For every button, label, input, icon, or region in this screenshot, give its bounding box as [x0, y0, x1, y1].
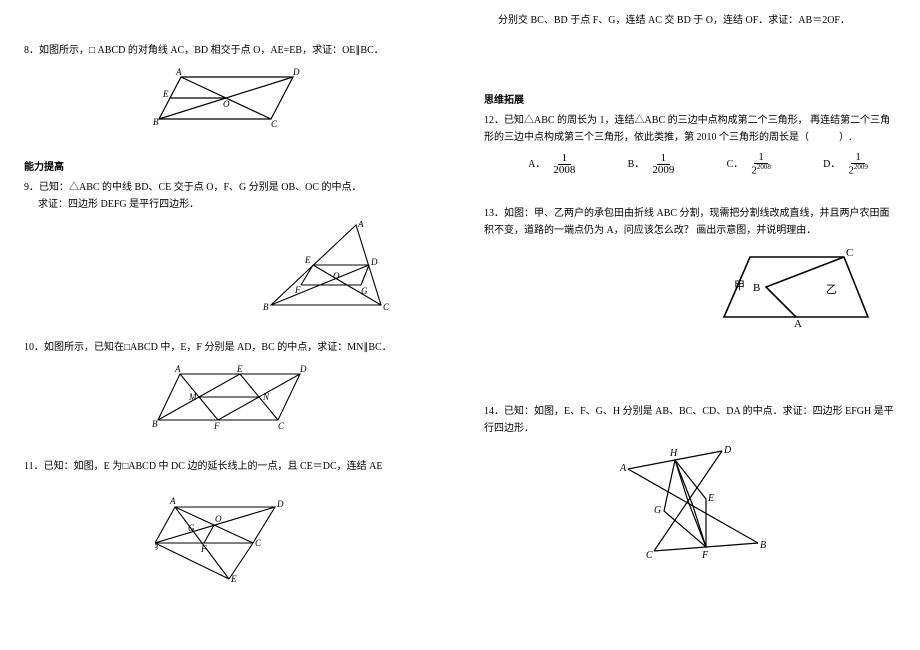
problem-13-figure: C B A 甲 乙 [484, 247, 896, 333]
right-column: 分别交 BC、BD 于点 F、G，连结 AC 交 BD 于 O，连结 OF．求证… [460, 0, 920, 650]
svg-text:G: G [361, 286, 368, 296]
svg-text:F: F [213, 421, 220, 431]
svg-text:F: F [701, 550, 709, 561]
svg-text:B: B [152, 419, 158, 429]
svg-text:O: O [215, 514, 222, 524]
option-a-label: A． [528, 156, 545, 173]
svg-text:O: O [223, 99, 230, 109]
problem-14-figure: A B C D E F G H [484, 443, 896, 569]
problem-11-cont: 分别交 BC、BD 于点 F、G，连结 AC 交 BD 于 O，连结 OF．求证… [484, 12, 896, 29]
problem-10-text: 10．如图所示，已知在□ABCD 中，E，F 分别是 AD，BC 的中点，求证：… [24, 339, 436, 356]
svg-text:A: A [619, 463, 627, 474]
svg-text:B: B [263, 302, 269, 312]
svg-text:D: D [723, 445, 732, 456]
left-column: 8．如图所示，□ ABCD 的对角线 AC，BD 相交于点 O，AE=EB，求证… [0, 0, 460, 650]
svg-text:O: O [333, 271, 340, 281]
svg-text:B: B [753, 282, 760, 294]
svg-text:G: G [188, 523, 195, 533]
option-b: B． 12009 [628, 153, 679, 176]
problem-11-text: 11．已知：如图，E 为□ABCD 中 DC 边的延长线上的一点，且 CE＝DC… [24, 458, 436, 475]
svg-text:E: E [707, 493, 714, 504]
option-b-label: B． [628, 156, 645, 173]
svg-text:C: C [846, 247, 853, 259]
svg-text:C: C [271, 119, 278, 129]
svg-text:A: A [174, 364, 181, 374]
svg-text:E: E [230, 574, 237, 583]
svg-text:乙: 乙 [826, 283, 837, 296]
svg-text:A: A [169, 496, 176, 506]
svg-text:D: D [299, 364, 307, 374]
problem-12: 12．已知△ABC 的周长为 1，连结△ABC 的三边中点构成第二个三角形， 再… [484, 112, 896, 177]
svg-text:D: D [292, 67, 300, 77]
section-ability-title: 能力提高 [24, 158, 436, 173]
svg-text:D: D [276, 499, 284, 509]
svg-text:F: F [200, 544, 207, 554]
problem-12-options: A． 12008 B． 12009 C． 122008 D． 122009 [504, 152, 896, 177]
svg-text:G: G [654, 505, 661, 516]
svg-text:C: C [255, 538, 262, 548]
problem-9-line1: 9．已知：△ABC 的中线 BD、CE 交于点 O，F、G 分别是 OB、OC … [24, 179, 436, 196]
option-c: C． 122008 [727, 152, 775, 177]
svg-text:N: N [262, 392, 270, 402]
option-c-label: C． [727, 156, 744, 173]
problem-11-cont-text: 分别交 BC、BD 于点 F、G，连结 AC 交 BD 于 O，连结 OF．求证… [484, 12, 896, 29]
svg-text:C: C [646, 550, 653, 561]
problem-13: 13．如图：甲、乙两户的承包田由折线 ABC 分割，现需把分割线改成直线，并且两… [484, 205, 896, 333]
problem-11: 11．已知：如图，E 为□ABCD 中 DC 边的延长线上的一点，且 CE＝DC… [24, 458, 436, 589]
svg-text:E: E [236, 364, 243, 374]
svg-text:M: M [188, 392, 197, 402]
svg-text:D: D [370, 257, 378, 267]
problem-14: 14．已知：如图，E、F、G、H 分别是 AB、BC、CD、DA 的中点．求证：… [484, 403, 896, 569]
svg-text:F: F [294, 285, 301, 295]
option-d-label: D． [823, 156, 840, 173]
problem-8-figure: A D B C E O [24, 67, 436, 138]
svg-text:C: C [278, 421, 285, 431]
svg-text:B: B [760, 540, 766, 551]
svg-text:B: B [153, 117, 159, 127]
problem-9: 9．已知：△ABC 的中线 BD、CE 交于点 O，F、G 分别是 OB、OC … [24, 179, 436, 319]
problem-9-line2: 求证：四边形 DEFG 是平行四边形． [24, 196, 436, 213]
svg-text:A: A [175, 67, 182, 77]
svg-text:甲: 甲 [734, 280, 745, 292]
problem-8: 8．如图所示，□ ABCD 的对角线 AC，BD 相交于点 O，AE=EB，求证… [24, 42, 436, 138]
problem-10-figure: A E D B F C M N [24, 364, 436, 438]
svg-text:B: B [155, 543, 158, 552]
svg-text:A: A [794, 318, 802, 327]
svg-text:E: E [304, 255, 311, 265]
svg-text:E: E [162, 89, 169, 99]
problem-14-text: 14．已知：如图，E、F、G、H 分别是 AB、BC、CD、DA 的中点．求证：… [484, 403, 896, 437]
problem-9-figure: A B C D E F G O [24, 221, 436, 319]
section-think-title: 思维拓展 [484, 91, 896, 106]
option-d: D． 122009 [823, 152, 872, 177]
problem-12-text: 12．已知△ABC 的周长为 1，连结△ABC 的三边中点构成第二个三角形， 再… [484, 112, 896, 146]
svg-text:C: C [383, 302, 390, 312]
problem-11-figure: A D B C E O G F [24, 493, 436, 589]
problem-13-text: 13．如图：甲、乙两户的承包田由折线 ABC 分割，现需把分割线改成直线，并且两… [484, 205, 896, 239]
svg-text:H: H [669, 448, 678, 459]
option-a: A． 12008 [528, 153, 579, 176]
problem-8-text: 8．如图所示，□ ABCD 的对角线 AC，BD 相交于点 O，AE=EB，求证… [24, 42, 436, 59]
problem-10: 10．如图所示，已知在□ABCD 中，E，F 分别是 AD，BC 的中点，求证：… [24, 339, 436, 438]
svg-text:A: A [357, 221, 364, 229]
